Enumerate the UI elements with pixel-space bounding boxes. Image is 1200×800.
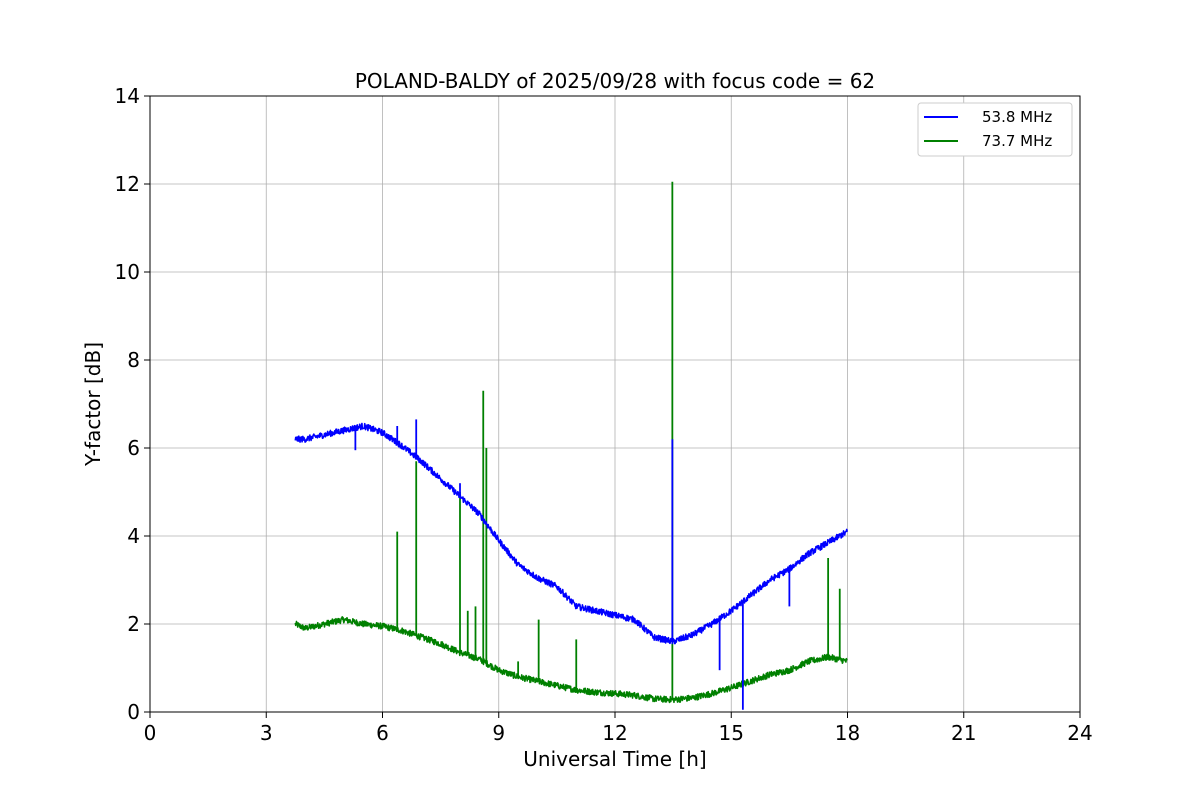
y-tick-label: 12 [115,172,140,196]
y-tick-label: 8 [127,348,140,372]
y-tick-label: 10 [115,260,140,284]
x-tick-label: 3 [260,721,273,745]
y-tick-label: 6 [127,436,140,460]
x-tick-label: 15 [719,721,744,745]
x-tick-label: 0 [144,721,157,745]
x-axis-label: Universal Time [h] [523,747,706,771]
series-layer [294,181,849,710]
series-line-53-8-mhz [294,422,849,645]
y-tick-label: 14 [115,84,140,108]
chart-title: POLAND-BALDY of 2025/09/28 with focus co… [355,69,875,93]
x-tick-label: 12 [602,721,627,745]
x-tick-label: 9 [492,721,505,745]
y-axis-label: Y-factor [dB] [81,342,105,467]
series-line-73-7-mhz [294,616,848,704]
legend-label-53-8: 53.8 MHz [982,108,1052,126]
x-tick-label: 18 [835,721,860,745]
y-tick-label: 2 [127,612,140,636]
legend: 53.8 MHz 73.7 MHz [917,102,1073,157]
y-tick-label: 0 [127,700,140,724]
x-tick-label: 21 [951,721,976,745]
legend-label-73-7: 73.7 MHz [982,132,1052,150]
x-tick-label: 24 [1067,721,1092,745]
y-tick-label: 4 [127,524,140,548]
x-tick-label: 6 [376,721,389,745]
